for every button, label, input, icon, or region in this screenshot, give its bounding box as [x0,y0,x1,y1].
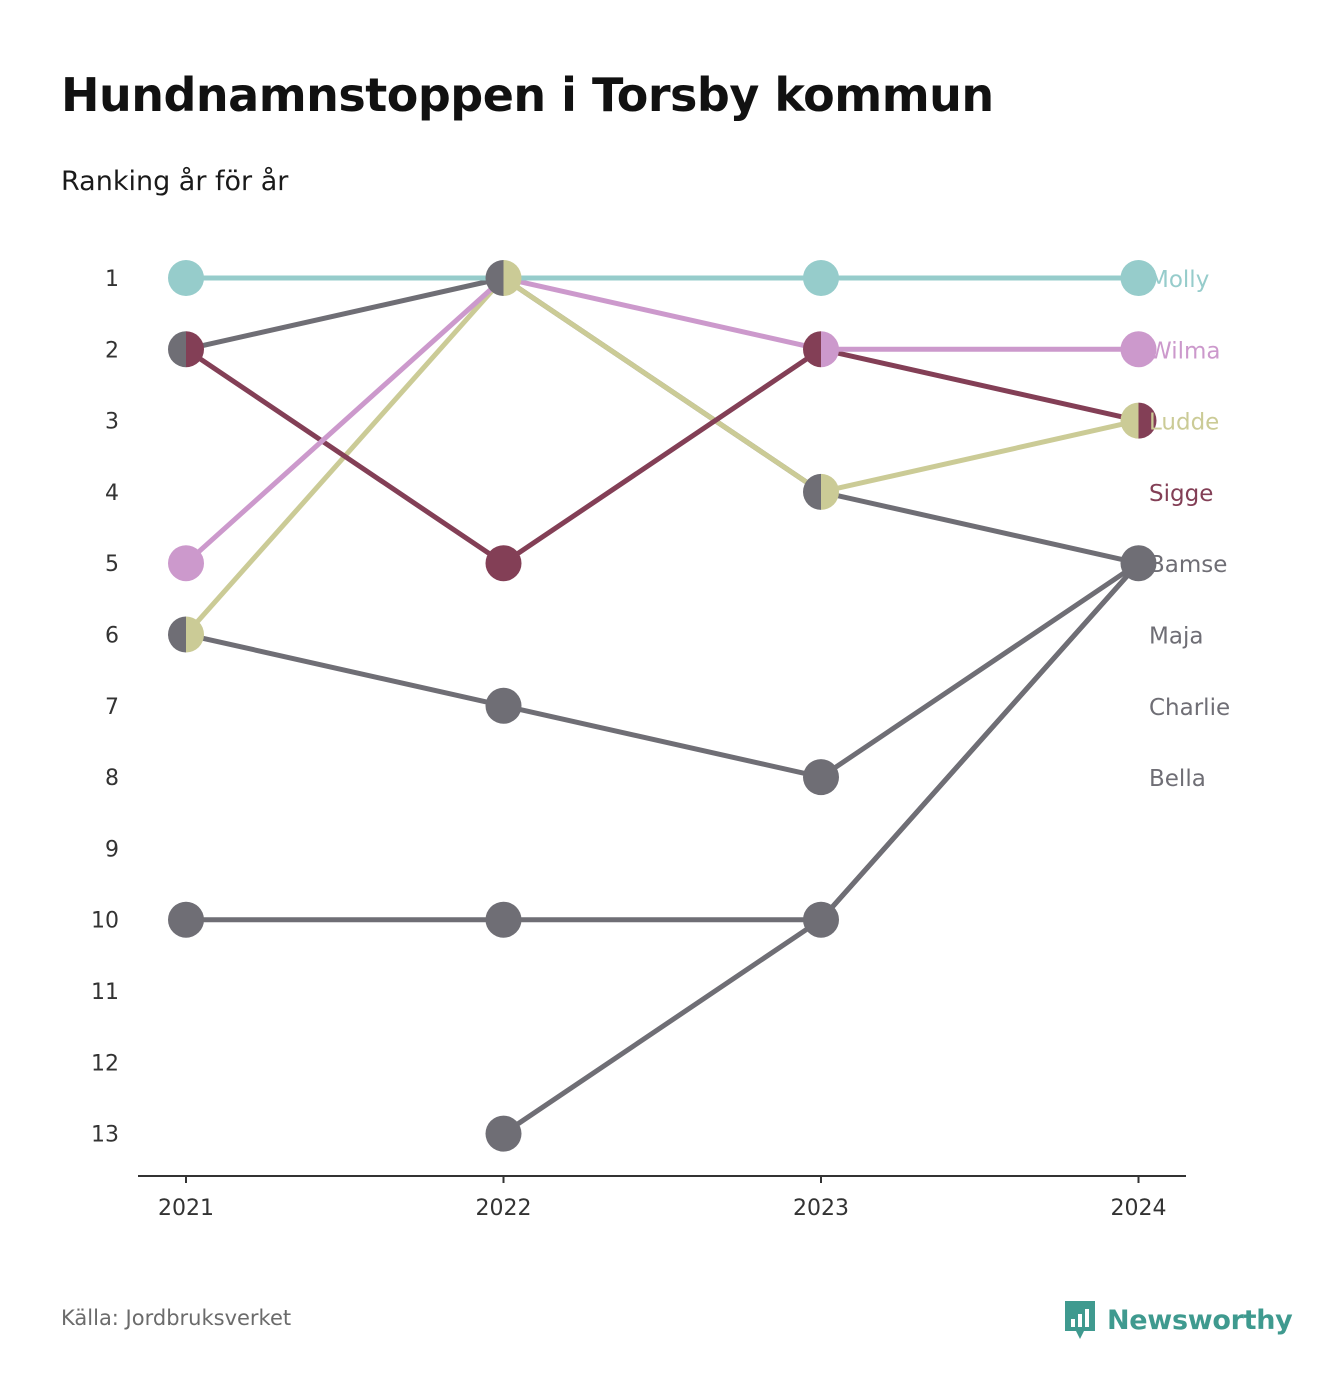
x-tick-label: 2021 [158,1196,214,1221]
y-tick-label: 12 [91,1051,119,1076]
series-point [803,260,839,296]
series-line-bella [501,560,1141,1137]
brand-logo: Newsworthy [1063,1298,1293,1342]
series-point [1120,260,1157,296]
series-point [1120,331,1157,368]
series-point-left-half [485,260,504,296]
series-point [168,260,204,296]
y-tick-label: 3 [105,410,119,435]
series-line-charlie [183,560,1141,923]
y-tick-label: 10 [91,909,119,934]
series-line-sigge [183,346,1141,566]
series-labels: Molly Wilma Ludde Sigge Bamse Maja Charlie Bell… [1149,267,1230,792]
y-tick-label: 4 [105,481,119,506]
series-point-left-half [803,331,821,368]
y-tick-label: 6 [105,624,119,649]
series-point [485,545,522,582]
y-tick-label: 9 [105,837,119,862]
y-tick-label: 1 [105,267,119,292]
x-tick-label: 2022 [476,1196,532,1221]
series-label-molly: Molly [1149,267,1209,293]
x-tick-label: 2023 [793,1196,849,1221]
y-tick-label: 13 [91,1123,119,1148]
series-point-right-half [821,473,839,510]
y-tick-label: 11 [91,980,119,1005]
series-label-bella: Bella [1149,766,1206,792]
series-label-maja: Maja [1149,624,1203,650]
series-point [168,545,204,582]
series-point [485,687,522,724]
series-line-maja [183,560,1141,780]
series-point [803,901,839,938]
series-point-right-half [821,331,839,368]
series-point-right-half [186,331,204,368]
x-axis-ticks: 2021 2022 2023 2024 [158,1176,1167,1221]
y-tick-label: 5 [105,552,119,577]
series-point-left-half [168,616,186,653]
series-points [168,260,1157,1152]
series-point [803,759,839,796]
series-point-right-half [1138,402,1157,439]
y-tick-label: 2 [105,338,119,363]
brand-name: Newsworthy [1107,1304,1293,1336]
y-tick-label: 7 [105,695,119,720]
chart-subtitle: Ranking år för år [61,166,289,197]
chart-title: Hundnamnstoppen i Torsby kommun [61,68,994,122]
series-line-wilma [183,275,1141,566]
series-point [485,901,522,938]
series-line-bamse [183,275,1141,566]
series-point [485,1115,522,1152]
series-label-wilma: Wilma [1149,338,1221,364]
series-label-bamse: Bamse [1149,552,1227,578]
series-point-left-half [803,473,821,510]
y-tick-label: 8 [105,766,119,791]
series-point-left-half [1120,402,1139,439]
source-note: Källa: Jordbruksverket [61,1306,292,1330]
series-label-ludde: Ludde [1149,410,1219,436]
series-label-sigge: Sigge [1149,481,1213,507]
series-label-charlie: Charlie [1149,695,1230,721]
series-point [168,901,204,938]
newsworthy-logo-icon [1065,1301,1095,1339]
series-point [1120,545,1157,582]
series-lines [183,275,1141,1137]
series-point-right-half [503,260,522,296]
series-point-left-half [168,331,186,368]
series-point-right-half [186,616,204,653]
x-tick-label: 2024 [1111,1196,1167,1221]
